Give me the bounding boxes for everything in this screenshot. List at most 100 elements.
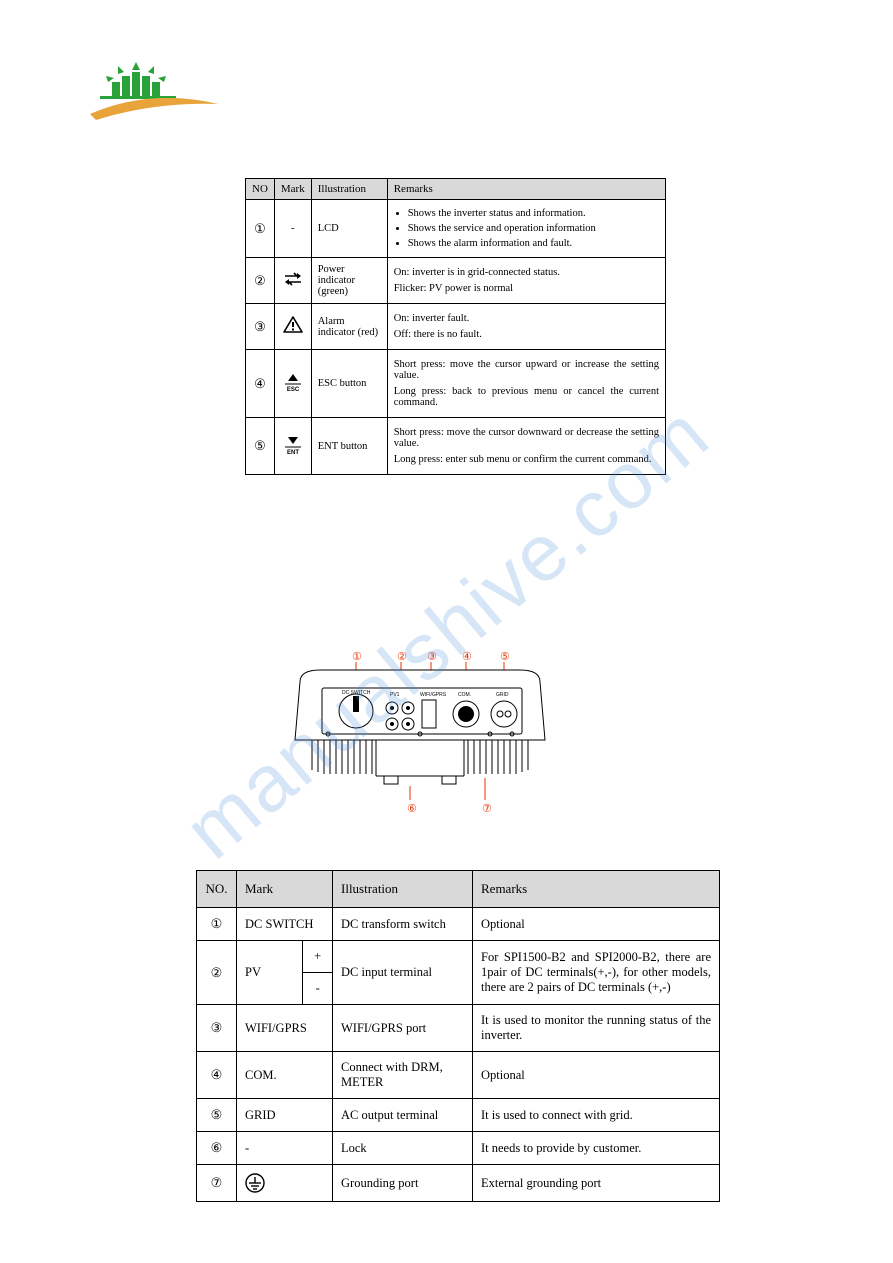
row-no: ⑤	[211, 1107, 223, 1123]
row-rem: Short press: move the cursor downward or…	[387, 418, 665, 475]
th-mark: Mark	[274, 179, 311, 200]
row-mark: GRID	[237, 1099, 333, 1132]
row-ill: AC output terminal	[333, 1099, 473, 1132]
row-ill: Grounding port	[333, 1165, 473, 1202]
line: On: inverter is in grid-connected status…	[394, 267, 659, 278]
table-row: ③ WIFI/GPRS WIFI/GPRS port It is used to…	[197, 1005, 720, 1052]
sub-minus: -	[303, 973, 333, 1005]
table-row: ① DC SWITCH DC transform switch Optional	[197, 908, 720, 941]
line: On: inverter fault.	[394, 313, 659, 324]
row-ill: Power indicator (green)	[311, 258, 387, 304]
table-header-row: NO. Mark Illustration Remarks	[197, 871, 720, 908]
th-rem: Remarks	[473, 871, 720, 908]
warning-icon	[274, 304, 311, 350]
row-mark: -	[274, 200, 311, 258]
row-rem: On: inverter is in grid-connected status…	[387, 258, 665, 304]
row-no: ④	[254, 376, 266, 392]
row-no: ①	[211, 916, 223, 932]
device-diagram: ① ② ③ ④ ⑤	[260, 648, 580, 818]
row-no: ②	[254, 273, 266, 289]
svg-text:ENT: ENT	[287, 450, 299, 456]
row-ill: ENT button	[311, 418, 387, 475]
table-row: ⑤ GRID AC output terminal It is used to …	[197, 1099, 720, 1132]
brand-logo	[90, 58, 220, 126]
table-row: ② Power indicator (green) On: inverter i…	[246, 258, 666, 304]
bullet: Shows the service and operation informat…	[408, 223, 659, 234]
callout-5: ⑤	[500, 651, 510, 663]
row-no: ②	[211, 965, 223, 981]
row-ill: ESC button	[311, 350, 387, 418]
label-grid: GRID	[496, 692, 509, 698]
row-rem: It is used to monitor the running status…	[473, 1005, 720, 1052]
table-header-row: NO Mark Illustration Remarks	[246, 179, 666, 200]
row-mark: PV	[237, 941, 303, 1005]
row-no: ⑦	[211, 1175, 223, 1191]
th-no: NO.	[197, 871, 237, 908]
row-ill: DC input terminal	[333, 941, 473, 1005]
th-no: NO	[246, 179, 275, 200]
label-wifi: WIFI/GPRS	[420, 692, 447, 698]
row-ill: DC transform switch	[333, 908, 473, 941]
line: Flicker: PV power is normal	[394, 283, 659, 294]
row-rem: It needs to provide by customer.	[473, 1132, 720, 1165]
callout-3: ③	[427, 651, 437, 663]
row-ill: Lock	[333, 1132, 473, 1165]
th-ill: Illustration	[311, 179, 387, 200]
row-rem: External grounding port	[473, 1165, 720, 1202]
row-no: ①	[254, 221, 266, 237]
row-ill: Alarm indicator (red)	[311, 304, 387, 350]
callout-2: ②	[397, 651, 407, 663]
line: Long press: back to previous menu or can…	[394, 386, 659, 408]
table-row: ⑦ Grounding port	[197, 1165, 720, 1202]
row-rem: Optional	[473, 1052, 720, 1099]
ground-icon	[237, 1165, 333, 1202]
table-row: ④ ESC ESC button Short press: move the c…	[246, 350, 666, 418]
row-no: ⑤	[254, 438, 266, 454]
th-mark: Mark	[237, 871, 333, 908]
label-com: COM.	[458, 692, 471, 698]
row-rem: On: inverter fault. Off: there is no fau…	[387, 304, 665, 350]
line: Short press: move the cursor upward or i…	[394, 359, 659, 381]
row-no: ⑥	[211, 1140, 223, 1156]
row-no: ④	[211, 1067, 223, 1083]
esc-icon: ESC	[274, 350, 311, 418]
table-row: ⑥ - Lock It needs to provide by customer…	[197, 1132, 720, 1165]
table-row: ③ Alarm indicator (red) On: inverter fau…	[246, 304, 666, 350]
ports-table: NO. Mark Illustration Remarks ① DC SWITC…	[196, 870, 720, 1202]
callout-6: ⑥	[407, 803, 417, 815]
line: Off: there is no fault.	[394, 329, 659, 340]
svg-text:ESC: ESC	[287, 387, 300, 393]
ent-icon: ENT	[274, 418, 311, 475]
row-mark: DC SWITCH	[237, 908, 333, 941]
indicator-table: NO Mark Illustration Remarks ① - LCD Sho…	[245, 178, 666, 475]
callout-1: ①	[352, 651, 362, 663]
table-row: ⑤ ENT ENT button Short press: move the c…	[246, 418, 666, 475]
th-rem: Remarks	[387, 179, 665, 200]
label-pv: PV1	[390, 692, 400, 698]
row-rem: For SPI1500-B2 and SPI2000-B2, there are…	[473, 941, 720, 1005]
cycle-icon	[274, 258, 311, 304]
table-row: ① - LCD Shows the inverter status and in…	[246, 200, 666, 258]
row-mark: WIFI/GPRS	[237, 1005, 333, 1052]
row-rem: Short press: move the cursor upward or i…	[387, 350, 665, 418]
row-no: ③	[211, 1020, 223, 1036]
table-row: ② PV + DC input terminal For SPI1500-B2 …	[197, 941, 720, 973]
row-ill: Connect with DRM, METER	[333, 1052, 473, 1099]
bullet: Shows the alarm information and fault.	[408, 238, 659, 249]
callout-4: ④	[462, 651, 472, 663]
document-page: manualshive.com NO Mark Illustration Rem…	[0, 0, 893, 1263]
row-mark: -	[237, 1132, 333, 1165]
label-dcswitch: DC SWITCH	[342, 690, 371, 696]
callout-7: ⑦	[482, 803, 492, 815]
bullet: Shows the inverter status and informatio…	[408, 208, 659, 219]
row-rem: Optional	[473, 908, 720, 941]
row-rem: It is used to connect with grid.	[473, 1099, 720, 1132]
th-ill: Illustration	[333, 871, 473, 908]
row-rem: Shows the inverter status and informatio…	[387, 200, 665, 258]
row-mark: COM.	[237, 1052, 333, 1099]
line: Short press: move the cursor downward or…	[394, 427, 659, 449]
sub-plus: +	[303, 941, 333, 973]
row-ill: LCD	[311, 200, 387, 258]
row-ill: WIFI/GPRS port	[333, 1005, 473, 1052]
row-no: ③	[254, 319, 266, 335]
